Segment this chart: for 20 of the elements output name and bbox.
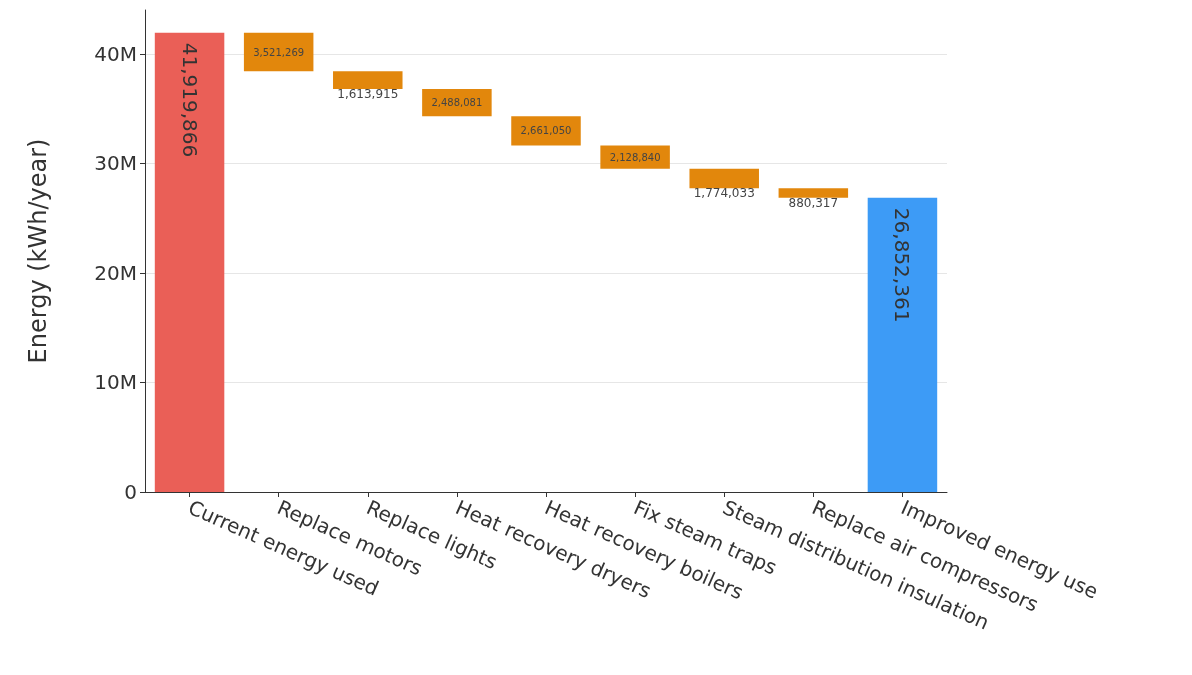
- y-tick-label: 10M: [94, 370, 137, 395]
- bar: [333, 71, 403, 90]
- data-label: 3,521,269: [253, 46, 305, 58]
- data-label: 880,317: [788, 195, 839, 210]
- y-tick-label: 30M: [94, 151, 137, 176]
- data-label: 1,613,915: [337, 87, 399, 102]
- bar: [867, 197, 938, 492]
- data-label: 41,919,866: [177, 42, 202, 158]
- bar: [778, 188, 849, 198]
- data-label: 2,488,081: [431, 97, 483, 109]
- data-label: 26,852,361: [890, 207, 915, 323]
- y-tick-label: 20M: [94, 260, 137, 285]
- y-tick-label: 40M: [94, 41, 137, 66]
- bar: [154, 32, 225, 492]
- data-label: 1,774,033: [693, 186, 755, 201]
- bar: [689, 168, 759, 189]
- data-label: 2,128,840: [609, 151, 661, 163]
- y-tick-label: 0: [124, 480, 137, 504]
- y-axis-title: Energy (kWh/year): [24, 138, 52, 364]
- data-label: 2,661,050: [520, 125, 572, 137]
